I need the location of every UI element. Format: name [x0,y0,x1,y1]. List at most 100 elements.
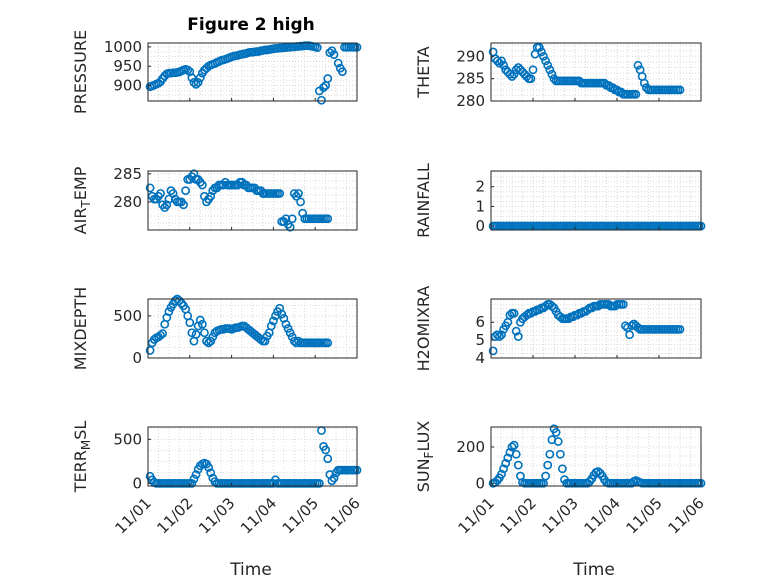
y-axis-label: SUNFLUX [414,421,436,493]
x-tick-label: 11/03 [539,494,582,537]
data-point [612,85,622,95]
y-tick-label: 0 [475,474,485,492]
data-point [488,346,498,356]
axes-frame [490,42,702,102]
data-point [296,197,305,207]
data-point [189,474,199,484]
panel-7: 0 500 TERRMSL 11/0111/0211/0311/0411/0511/0… [71,421,364,538]
data-point [530,307,540,316]
y-tick-label: 280 [113,193,142,211]
data-point [568,312,578,322]
data-point [179,200,188,210]
figure-title: Figure 2 high [187,15,315,35]
x-axis-label-left: Time [229,560,272,580]
data-point [492,56,502,66]
y-tick-label: 285 [456,70,485,88]
x-tick-label: 11/05 [279,494,322,537]
x-tick-label: 11/04 [581,494,624,537]
data-point [321,445,331,455]
data-point [285,328,295,338]
data-point [187,328,197,338]
y-axis-label: TERRMSL [71,421,93,494]
data-point [323,454,333,464]
data-point [189,169,199,179]
y-tick-label: 5 [475,331,485,349]
data-point [501,458,511,468]
data-point [197,319,207,329]
x-tick-label: 11/04 [237,494,280,537]
data-point [499,464,508,474]
data-point [168,189,178,198]
data-point [277,309,287,319]
data-point [505,69,515,79]
data-point [509,308,519,318]
data-point [618,299,628,309]
axes-frame [147,298,358,359]
panel-8: 0 200 SUNFLUX 11/0111/0211/0311/0411/0511/0… [414,421,708,538]
data-point [291,338,301,348]
data-point [511,449,521,459]
axes-frame [490,426,702,487]
panel-5: 0 500 MIXDEPTH [71,287,358,370]
data-point [266,321,276,331]
data-point [323,338,333,348]
data-point [494,332,504,341]
data-point [555,449,565,459]
data-point [625,330,634,340]
data-point [547,69,557,79]
data-point [492,330,502,340]
data-point [185,318,195,327]
data-point [543,60,553,70]
data-point [268,316,278,326]
data-point [156,330,165,340]
y-tick-label: 500 [113,430,142,448]
data-point [675,324,685,334]
data-point [195,315,205,325]
data-point [275,189,285,198]
data-point [325,48,335,58]
data-point [285,222,295,232]
data-point [193,78,203,87]
data-point [287,332,297,342]
y-tick-label: 290 [456,47,485,65]
data-point [333,58,343,68]
y-tick-label: 0 [132,349,142,367]
x-tick-label: 11/03 [195,494,238,537]
x-tick-label: 11/02 [153,494,196,537]
y-tick-label: 4 [475,349,485,367]
data-point [505,310,515,320]
data-point [631,89,641,99]
data-point [164,194,174,204]
data-point [497,469,506,479]
data-point [317,95,326,105]
data-point [522,72,532,81]
data-point [534,305,544,315]
data-point [206,191,216,201]
data-point [537,47,546,57]
y-axis-label: H2OMIXRA [414,286,433,372]
data-point [329,473,339,483]
data-point [526,308,536,318]
data-point [294,189,303,198]
y-axis-label: MIXDEPTH [71,287,90,370]
panel-3: 280 285 AIRTEMP [71,165,358,234]
panel-2: 280 285 290 THETA [414,42,702,110]
x-tick-label: 11/05 [623,494,666,537]
data-point [545,65,555,75]
data-point [162,200,172,210]
data-point [539,51,548,61]
data-point [287,214,297,224]
data-point [511,326,521,336]
data-point [281,214,291,224]
panel-4: 0 12 RAINFALL [414,163,706,238]
data-point [639,78,649,88]
data-point [600,78,609,88]
data-point [583,305,592,315]
data-point [260,336,270,346]
data-point [202,336,211,346]
data-point [200,328,209,338]
axes-frame [147,42,358,102]
data-point [337,67,347,77]
axes-frame [490,298,702,359]
data-point [329,50,339,59]
